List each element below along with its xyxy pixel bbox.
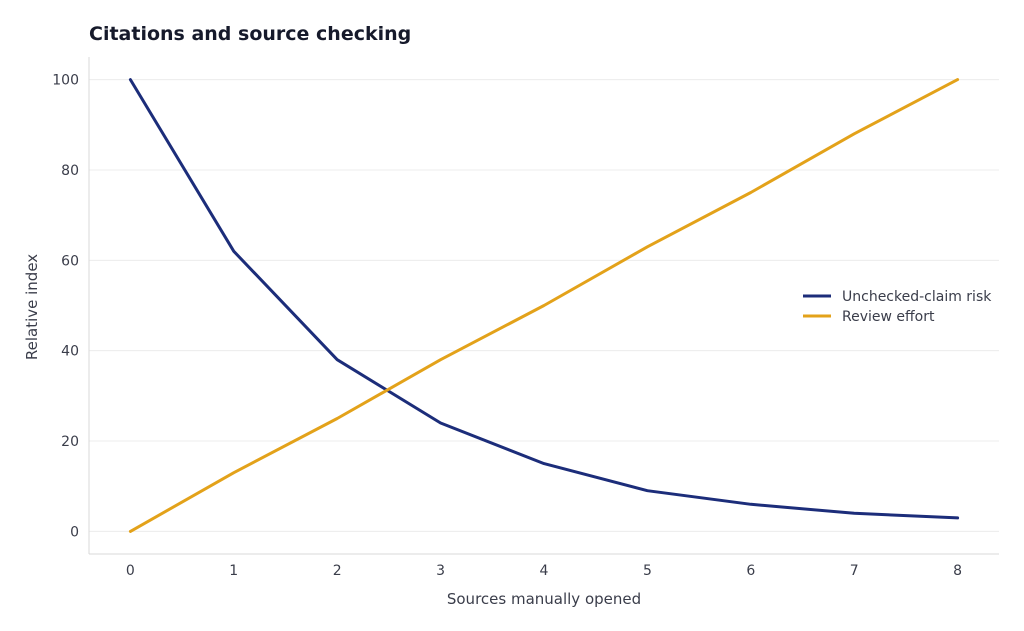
- y-axis-ticks: 0 20 40 60 80 100: [52, 73, 79, 541]
- y-tick-label: 80: [61, 163, 79, 179]
- legend-label-1: Unchecked-claim risk: [842, 289, 992, 305]
- y-tick-label: 100: [52, 73, 79, 89]
- series-line-2: [128, 78, 960, 533]
- x-tick-label: 2: [333, 563, 342, 579]
- series-lines: [128, 78, 960, 533]
- legend-label-2: Review effort: [842, 309, 935, 325]
- y-tick-label: 60: [61, 253, 79, 269]
- x-tick-label: 4: [540, 563, 549, 579]
- x-tick-label: 5: [643, 563, 652, 579]
- x-axis-label: Sources manually opened: [447, 590, 641, 608]
- x-axis-ticks: 0 1 2 3 4 5 6 7 8: [126, 563, 962, 579]
- chart-title: Citations and source checking: [89, 23, 411, 45]
- x-tick-label: 0: [126, 563, 135, 579]
- axes: [88, 57, 999, 555]
- legend: Unchecked-claim risk Review effort: [803, 289, 992, 325]
- y-tick-label: 20: [61, 434, 79, 450]
- y-axis-label: Relative index: [23, 254, 41, 360]
- y-tick-label: 0: [70, 524, 79, 540]
- y-tick-label: 40: [61, 344, 79, 360]
- x-tick-label: 1: [229, 563, 238, 579]
- x-tick-label: 3: [436, 563, 445, 579]
- series-line-1: [128, 78, 960, 520]
- x-tick-label: 6: [746, 563, 755, 579]
- x-tick-label: 7: [850, 563, 859, 579]
- x-tick-label: 8: [953, 563, 962, 579]
